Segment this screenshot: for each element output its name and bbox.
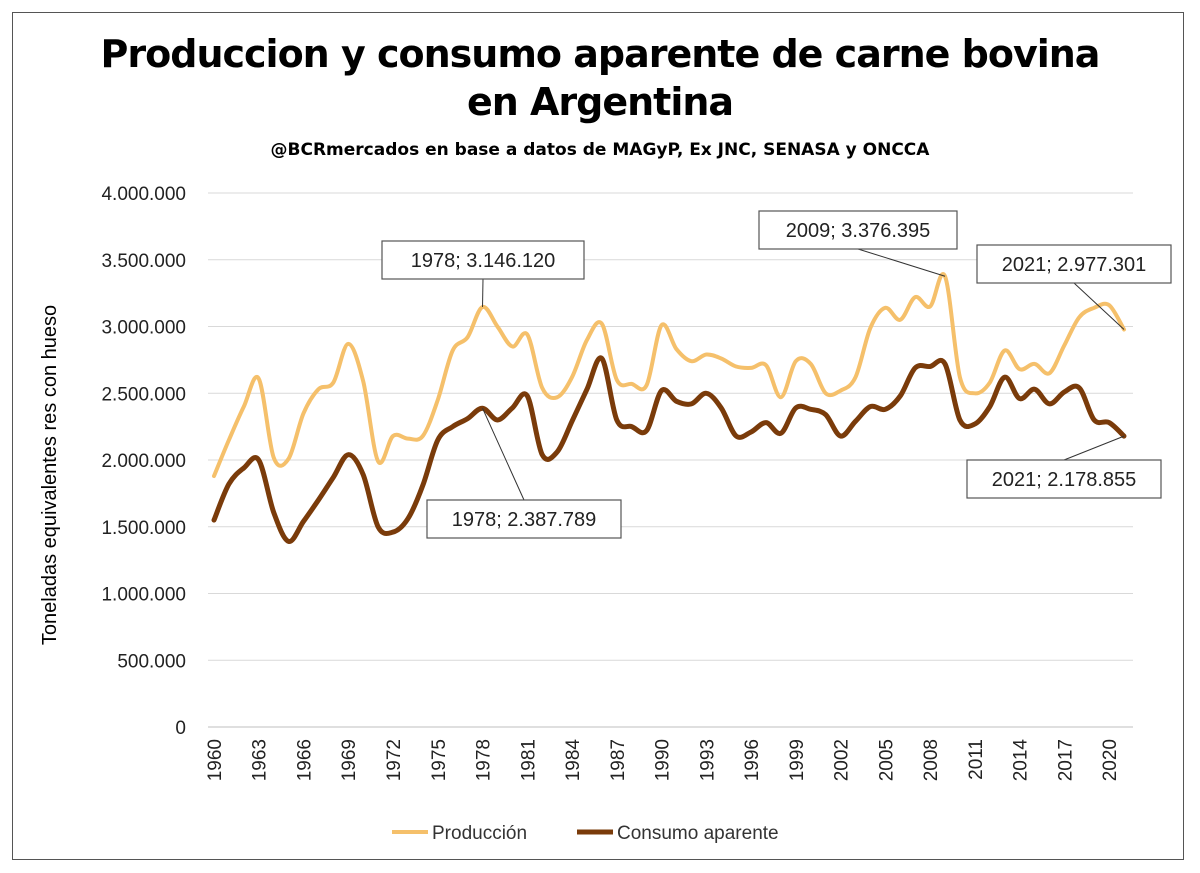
x-tick-label: 1963 bbox=[250, 739, 271, 781]
legend-label: Producción bbox=[432, 823, 527, 844]
annotation-leader-line bbox=[1063, 435, 1125, 461]
y-tick-label: 2.000.000 bbox=[101, 451, 186, 472]
chart-subtitle: @BCRmercados en base a datos de MAGyP, E… bbox=[270, 140, 930, 160]
annotation: 2021; 2.977.301 bbox=[976, 244, 1172, 330]
chart-title-line-1: Produccion y consumo aparente de carne b… bbox=[100, 32, 1101, 76]
x-tick-label: 1984 bbox=[563, 739, 584, 782]
x-tick-label: 1993 bbox=[697, 739, 718, 781]
x-tick-label: 2002 bbox=[832, 739, 853, 781]
x-tick-label: 1996 bbox=[742, 739, 763, 781]
y-tick-label: 1.000.000 bbox=[101, 585, 186, 606]
x-tick-label: 1990 bbox=[653, 739, 674, 781]
x-tick-label: 1966 bbox=[294, 739, 315, 781]
x-tick-label: 1960 bbox=[205, 739, 226, 781]
annotation-label: 1978; 3.146.120 bbox=[411, 250, 556, 272]
y-tick-label: 0 bbox=[175, 718, 186, 739]
series-lines bbox=[211, 272, 1127, 544]
annotation-box bbox=[381, 240, 585, 280]
y-tick-label: 500.000 bbox=[117, 651, 186, 672]
annotation-box bbox=[758, 210, 958, 250]
annotation-label: 1978; 2.387.789 bbox=[452, 509, 597, 531]
annotation-box bbox=[966, 459, 1162, 499]
x-tick-label: 2005 bbox=[876, 739, 897, 781]
chart-title-line-2: en Argentina bbox=[466, 80, 734, 124]
y-axis-ticks: 0 500.000 1.000.000 1.500.000 2.000.000 2.500… bbox=[101, 184, 186, 739]
annotation-label: 2021; 2.178.855 bbox=[992, 469, 1137, 491]
annotation: 2009; 3.376.395 bbox=[758, 210, 958, 277]
y-tick-label: 4.000.000 bbox=[101, 184, 186, 205]
y-tick-label: 3.500.000 bbox=[101, 251, 186, 272]
legend-item-produccion: Producción bbox=[392, 823, 527, 844]
series-line-produccion bbox=[212, 272, 1126, 478]
annotation-label: 2021; 2.977.301 bbox=[1002, 254, 1147, 276]
annotation: 1978; 2.387.789 bbox=[426, 408, 622, 539]
x-axis-ticks: 1960 1963 1966 1969 1972 1975 1978 1981 1984 1987… bbox=[205, 739, 1121, 782]
y-tick-label: 3.000.000 bbox=[101, 318, 186, 339]
legend-item-consumo-aparente: Consumo aparente bbox=[577, 823, 779, 844]
legend: Producción Consumo aparente bbox=[392, 823, 779, 844]
x-tick-label: 2017 bbox=[1055, 739, 1076, 781]
x-tick-label: 1999 bbox=[787, 739, 808, 781]
x-tick-label: 1975 bbox=[429, 739, 450, 781]
chart-frame bbox=[12, 12, 1184, 860]
annotation-box bbox=[426, 499, 622, 539]
x-tick-label: 2020 bbox=[1100, 739, 1121, 781]
x-tick-label: 1987 bbox=[608, 739, 629, 781]
y-tick-label: 1.500.000 bbox=[101, 518, 186, 539]
annotation-leader-line bbox=[482, 408, 525, 501]
annotation: 1978; 3.146.120 bbox=[381, 240, 585, 308]
x-tick-label: 2011 bbox=[966, 739, 987, 780]
x-tick-label: 1981 bbox=[518, 739, 539, 781]
x-tick-label: 1978 bbox=[474, 739, 495, 781]
x-tick-label: 1969 bbox=[339, 739, 360, 781]
annotation-leader-line bbox=[1073, 282, 1125, 330]
legend-label: Consumo aparente bbox=[617, 823, 779, 844]
annotation-box bbox=[976, 244, 1172, 284]
series-line-consumo-aparente bbox=[211, 355, 1127, 544]
annotations: 1978; 3.146.120 2009; 3.376.395 2021; 2.97… bbox=[381, 210, 1172, 539]
chart-title: Produccion y consumo aparente de carne b… bbox=[0, 30, 1200, 126]
x-tick-label: 2008 bbox=[921, 739, 942, 781]
annotation: 2021; 2.178.855 bbox=[966, 435, 1162, 499]
x-tick-label: 1972 bbox=[384, 739, 405, 781]
annotation-leader-line bbox=[857, 248, 946, 277]
annotation-label: 2009; 3.376.395 bbox=[786, 220, 931, 242]
x-tick-label: 2014 bbox=[1011, 739, 1032, 782]
y-tick-label: 2.500.000 bbox=[101, 384, 186, 405]
y-axis-label: Toneladas equivalentes res con hueso bbox=[39, 305, 61, 645]
